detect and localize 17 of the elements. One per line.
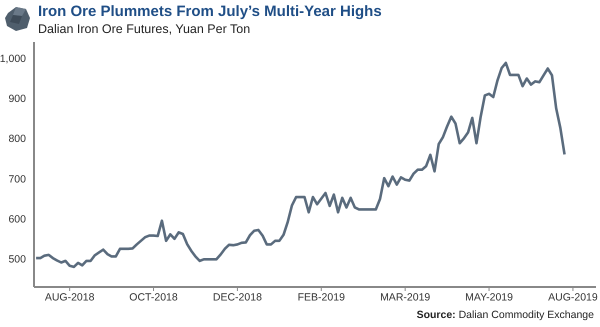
chart-subtitle: Dalian Iron Ore Futures, Yuan Per Ton	[38, 22, 250, 36]
source-note: Source: Dalian Commodity Exchange	[416, 309, 594, 321]
y-tick-label: 500	[8, 254, 26, 266]
y-tick-label: 700	[8, 173, 26, 186]
x-tick-label: MAY-2019	[465, 291, 514, 304]
x-tick-label: DEC-2018	[212, 291, 262, 304]
x-tick-label: AUG-2018	[44, 291, 95, 304]
x-tick-label: OCT-2018	[129, 291, 178, 304]
chart-title: Iron Ore Plummets From July’s Multi-Year Highs	[38, 3, 382, 20]
y-tick-label: 900	[8, 92, 26, 105]
x-tick-label: AUG-2019	[548, 291, 598, 304]
y-tick-label: 600	[8, 213, 26, 226]
line-series	[34, 62, 566, 268]
y-tick-label: 800	[8, 133, 26, 146]
x-tick-label: FEB-2019	[298, 291, 346, 304]
y-tick-label: 1,000	[0, 52, 26, 65]
x-tick-label: MAR-2019	[380, 291, 430, 304]
